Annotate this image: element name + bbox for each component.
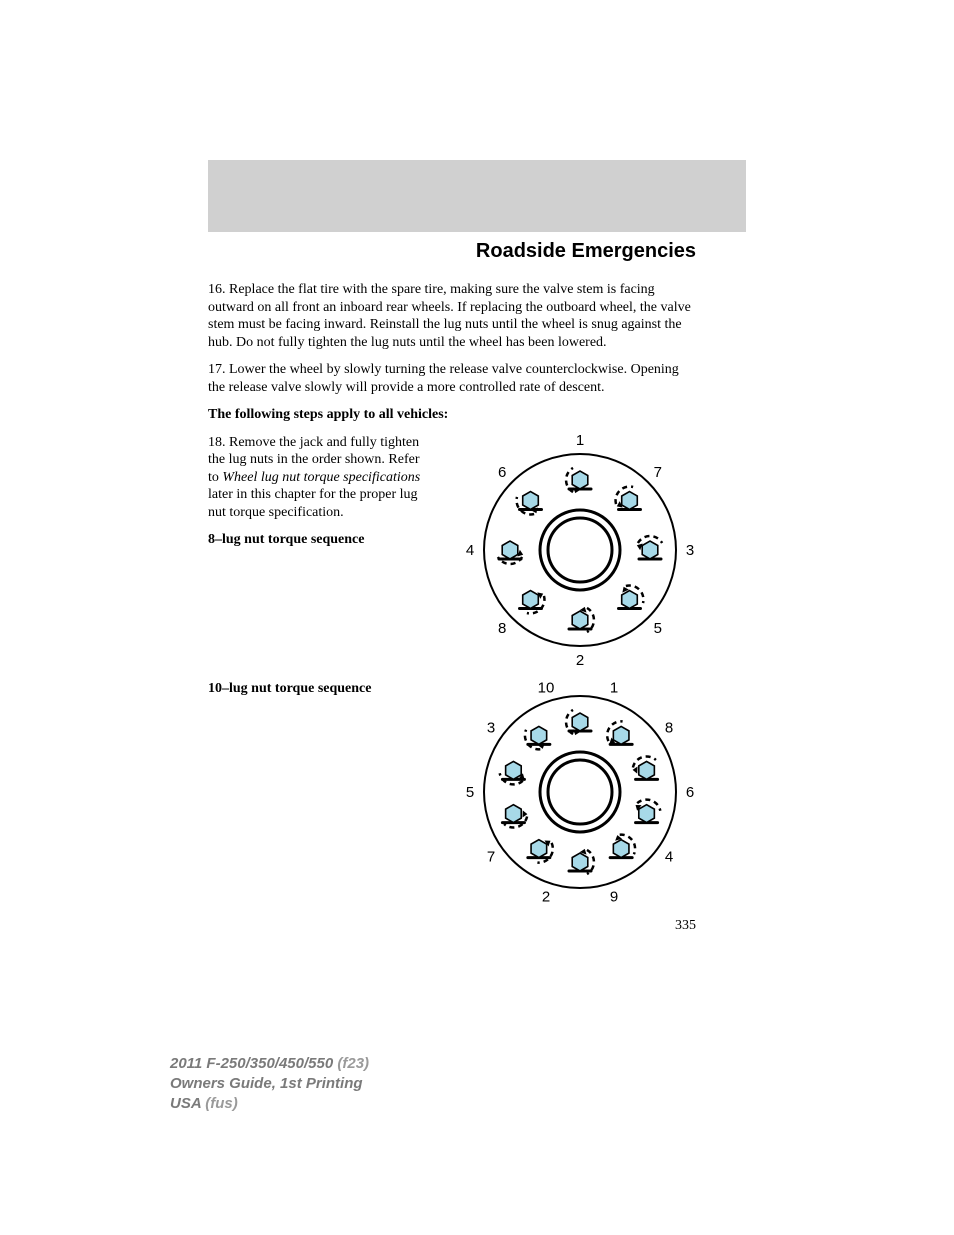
svg-text:4: 4 — [665, 848, 673, 865]
svg-text:5: 5 — [654, 619, 662, 636]
svg-text:7: 7 — [487, 848, 495, 865]
footer-code-2: (fus) — [205, 1095, 238, 1112]
footer-region: USA — [170, 1095, 205, 1112]
step-18-italic: Wheel lug nut torque specifications — [222, 470, 420, 485]
svg-text:7: 7 — [654, 464, 662, 481]
footer-line-2: Owners Guide, 1st Printing — [170, 1074, 954, 1094]
step-18-row: 18. Remove the jack and fully tighten th… — [208, 434, 696, 666]
step-18-text-b: later in this chapter for the proper lug… — [208, 487, 418, 520]
subhead-8lug: 8–lug nut torque sequence — [208, 531, 428, 549]
svg-text:2: 2 — [542, 888, 550, 905]
step-18: 18. Remove the jack and fully tighten th… — [208, 434, 428, 522]
svg-text:3: 3 — [686, 542, 694, 559]
svg-text:1: 1 — [576, 434, 584, 449]
footer-line-1: 2011 F-250/350/450/550 (f23) — [170, 1054, 954, 1074]
svg-text:8: 8 — [498, 619, 506, 636]
footer-line-3: USA (fus) — [170, 1094, 954, 1114]
svg-text:10: 10 — [538, 679, 555, 696]
header-gray-block — [208, 160, 746, 232]
footer: 2011 F-250/350/450/550 (f23) Owners Guid… — [170, 1054, 954, 1115]
footer-code-1: (f23) — [337, 1055, 369, 1072]
page-number: 335 — [208, 918, 696, 934]
row-10lug: 10–lug nut torque sequence 1 2 3 4 5 6 7 8 9 10 — [208, 676, 696, 908]
body-content: 16. Replace the flat tire with the spare… — [208, 281, 696, 908]
subhead-10lug: 10–lug nut torque sequence — [208, 680, 428, 698]
svg-text:6: 6 — [498, 464, 506, 481]
svg-text:9: 9 — [610, 888, 618, 905]
svg-text:8: 8 — [665, 719, 673, 736]
applies-all-heading: The following steps apply to all vehicle… — [208, 406, 696, 424]
step-17: 17. Lower the wheel by slowly turning th… — [208, 361, 696, 396]
footer-model: 2011 F-250/350/450/550 — [170, 1055, 337, 1072]
svg-text:6: 6 — [686, 784, 694, 801]
svg-text:5: 5 — [466, 784, 474, 801]
section-title: Roadside Emergencies — [208, 240, 696, 263]
diagram-8-lug: 1 2 3 4 5 6 7 8 — [464, 434, 696, 666]
svg-text:1: 1 — [610, 679, 618, 696]
diagram-10-lug: 1 2 3 4 5 6 7 8 9 10 — [464, 676, 696, 908]
svg-text:3: 3 — [487, 719, 495, 736]
svg-text:2: 2 — [576, 652, 584, 666]
step-16: 16. Replace the flat tire with the spare… — [208, 281, 696, 351]
svg-text:4: 4 — [466, 542, 474, 559]
